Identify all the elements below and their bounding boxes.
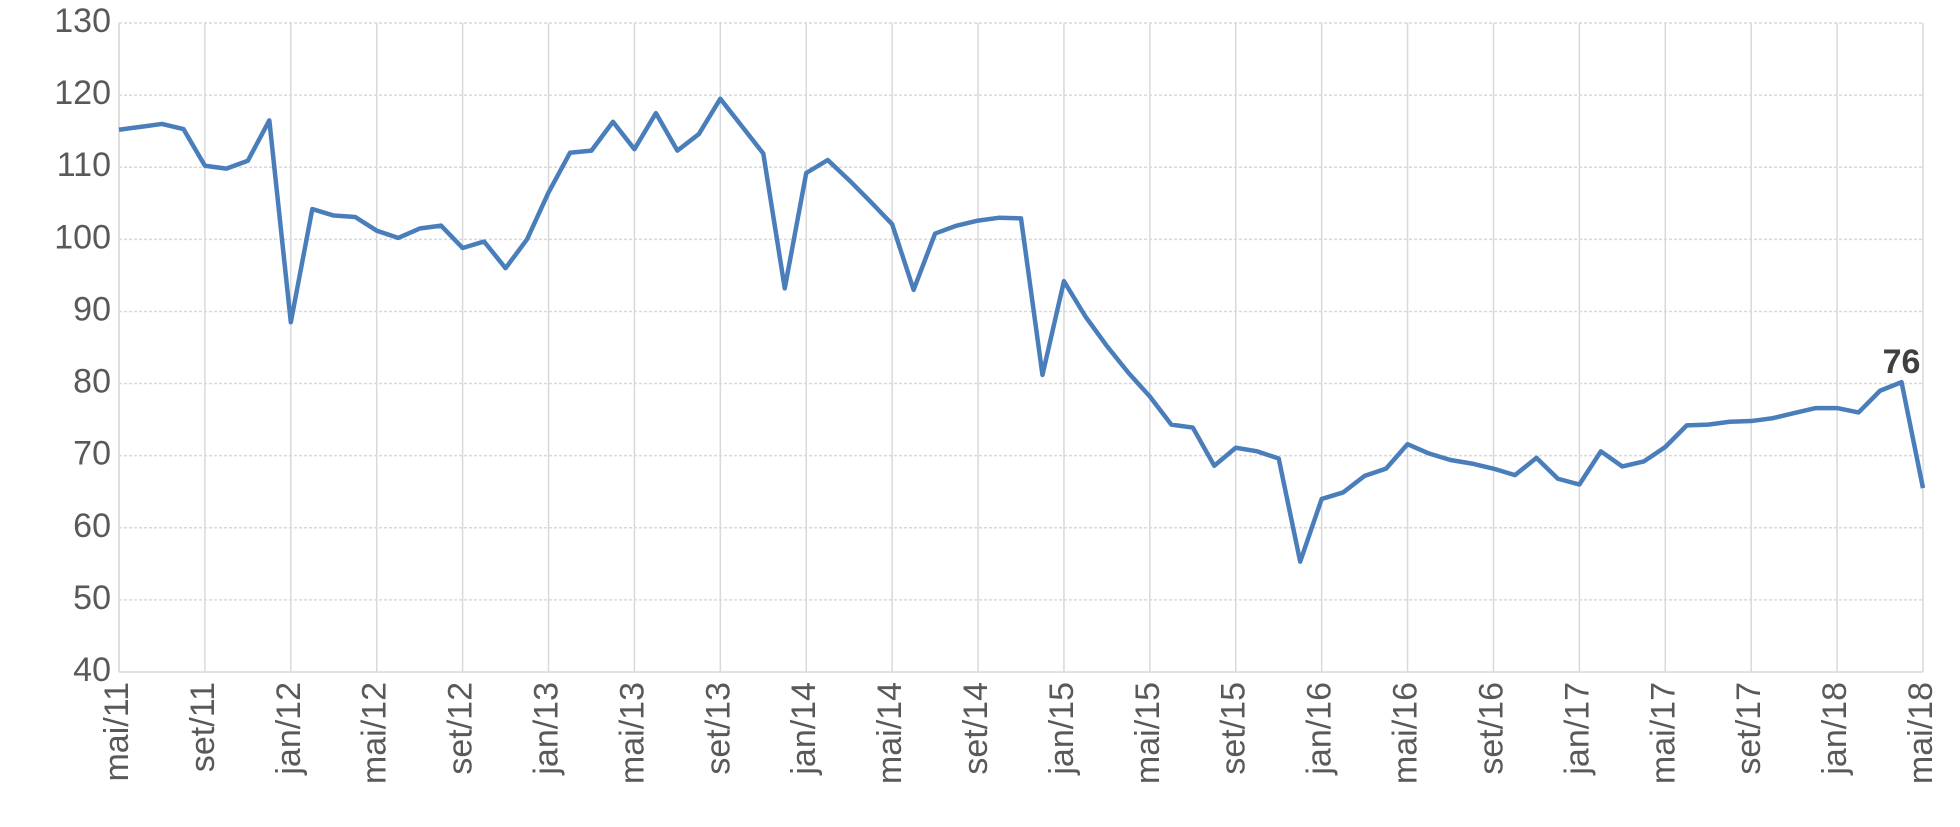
y-tick-label: 110 bbox=[57, 146, 111, 184]
x-tick-label: mai/18 bbox=[1902, 682, 1940, 784]
x-tick-label: jan/18 bbox=[1816, 682, 1854, 776]
y-tick-label: 100 bbox=[54, 218, 111, 256]
y-tick-label: 70 bbox=[73, 435, 111, 473]
x-tick-label: mai/11 bbox=[98, 682, 136, 782]
x-tick-label: mai/12 bbox=[356, 682, 394, 784]
x-tick-label: mai/17 bbox=[1644, 682, 1682, 784]
x-tick-label: jan/17 bbox=[1558, 682, 1596, 776]
x-tick-label: mai/13 bbox=[613, 682, 651, 784]
x-tick-label: set/13 bbox=[699, 682, 737, 775]
y-tick-label: 90 bbox=[73, 290, 111, 328]
y-tick-label: 80 bbox=[73, 363, 111, 401]
y-tick-label: 60 bbox=[73, 507, 111, 545]
x-tick-label: set/17 bbox=[1730, 682, 1768, 775]
x-tick-label: mai/16 bbox=[1387, 682, 1425, 784]
x-tick-label: mai/14 bbox=[871, 682, 909, 784]
x-tick-label: jan/13 bbox=[528, 682, 566, 776]
x-tick-label: jan/14 bbox=[785, 682, 823, 776]
y-tick-label: 50 bbox=[73, 579, 111, 617]
y-tick-label: 120 bbox=[54, 74, 111, 112]
x-tick-label: set/16 bbox=[1472, 682, 1510, 775]
x-tick-label: jan/12 bbox=[270, 682, 308, 776]
x-tick-label: jan/15 bbox=[1043, 682, 1081, 776]
annotation: 76 bbox=[1883, 343, 1921, 381]
x-tick-label: set/15 bbox=[1215, 682, 1253, 775]
x-tick-label: set/12 bbox=[442, 682, 480, 775]
x-tick-label: mai/15 bbox=[1129, 682, 1167, 784]
x-tick-label: set/11 bbox=[184, 682, 222, 772]
x-tick-label: jan/16 bbox=[1301, 682, 1339, 776]
x-tick-label: set/14 bbox=[957, 682, 995, 775]
y-tick-label: 40 bbox=[73, 651, 111, 689]
y-tick-label: 130 bbox=[54, 2, 111, 40]
line bbox=[118, 96, 1926, 564]
